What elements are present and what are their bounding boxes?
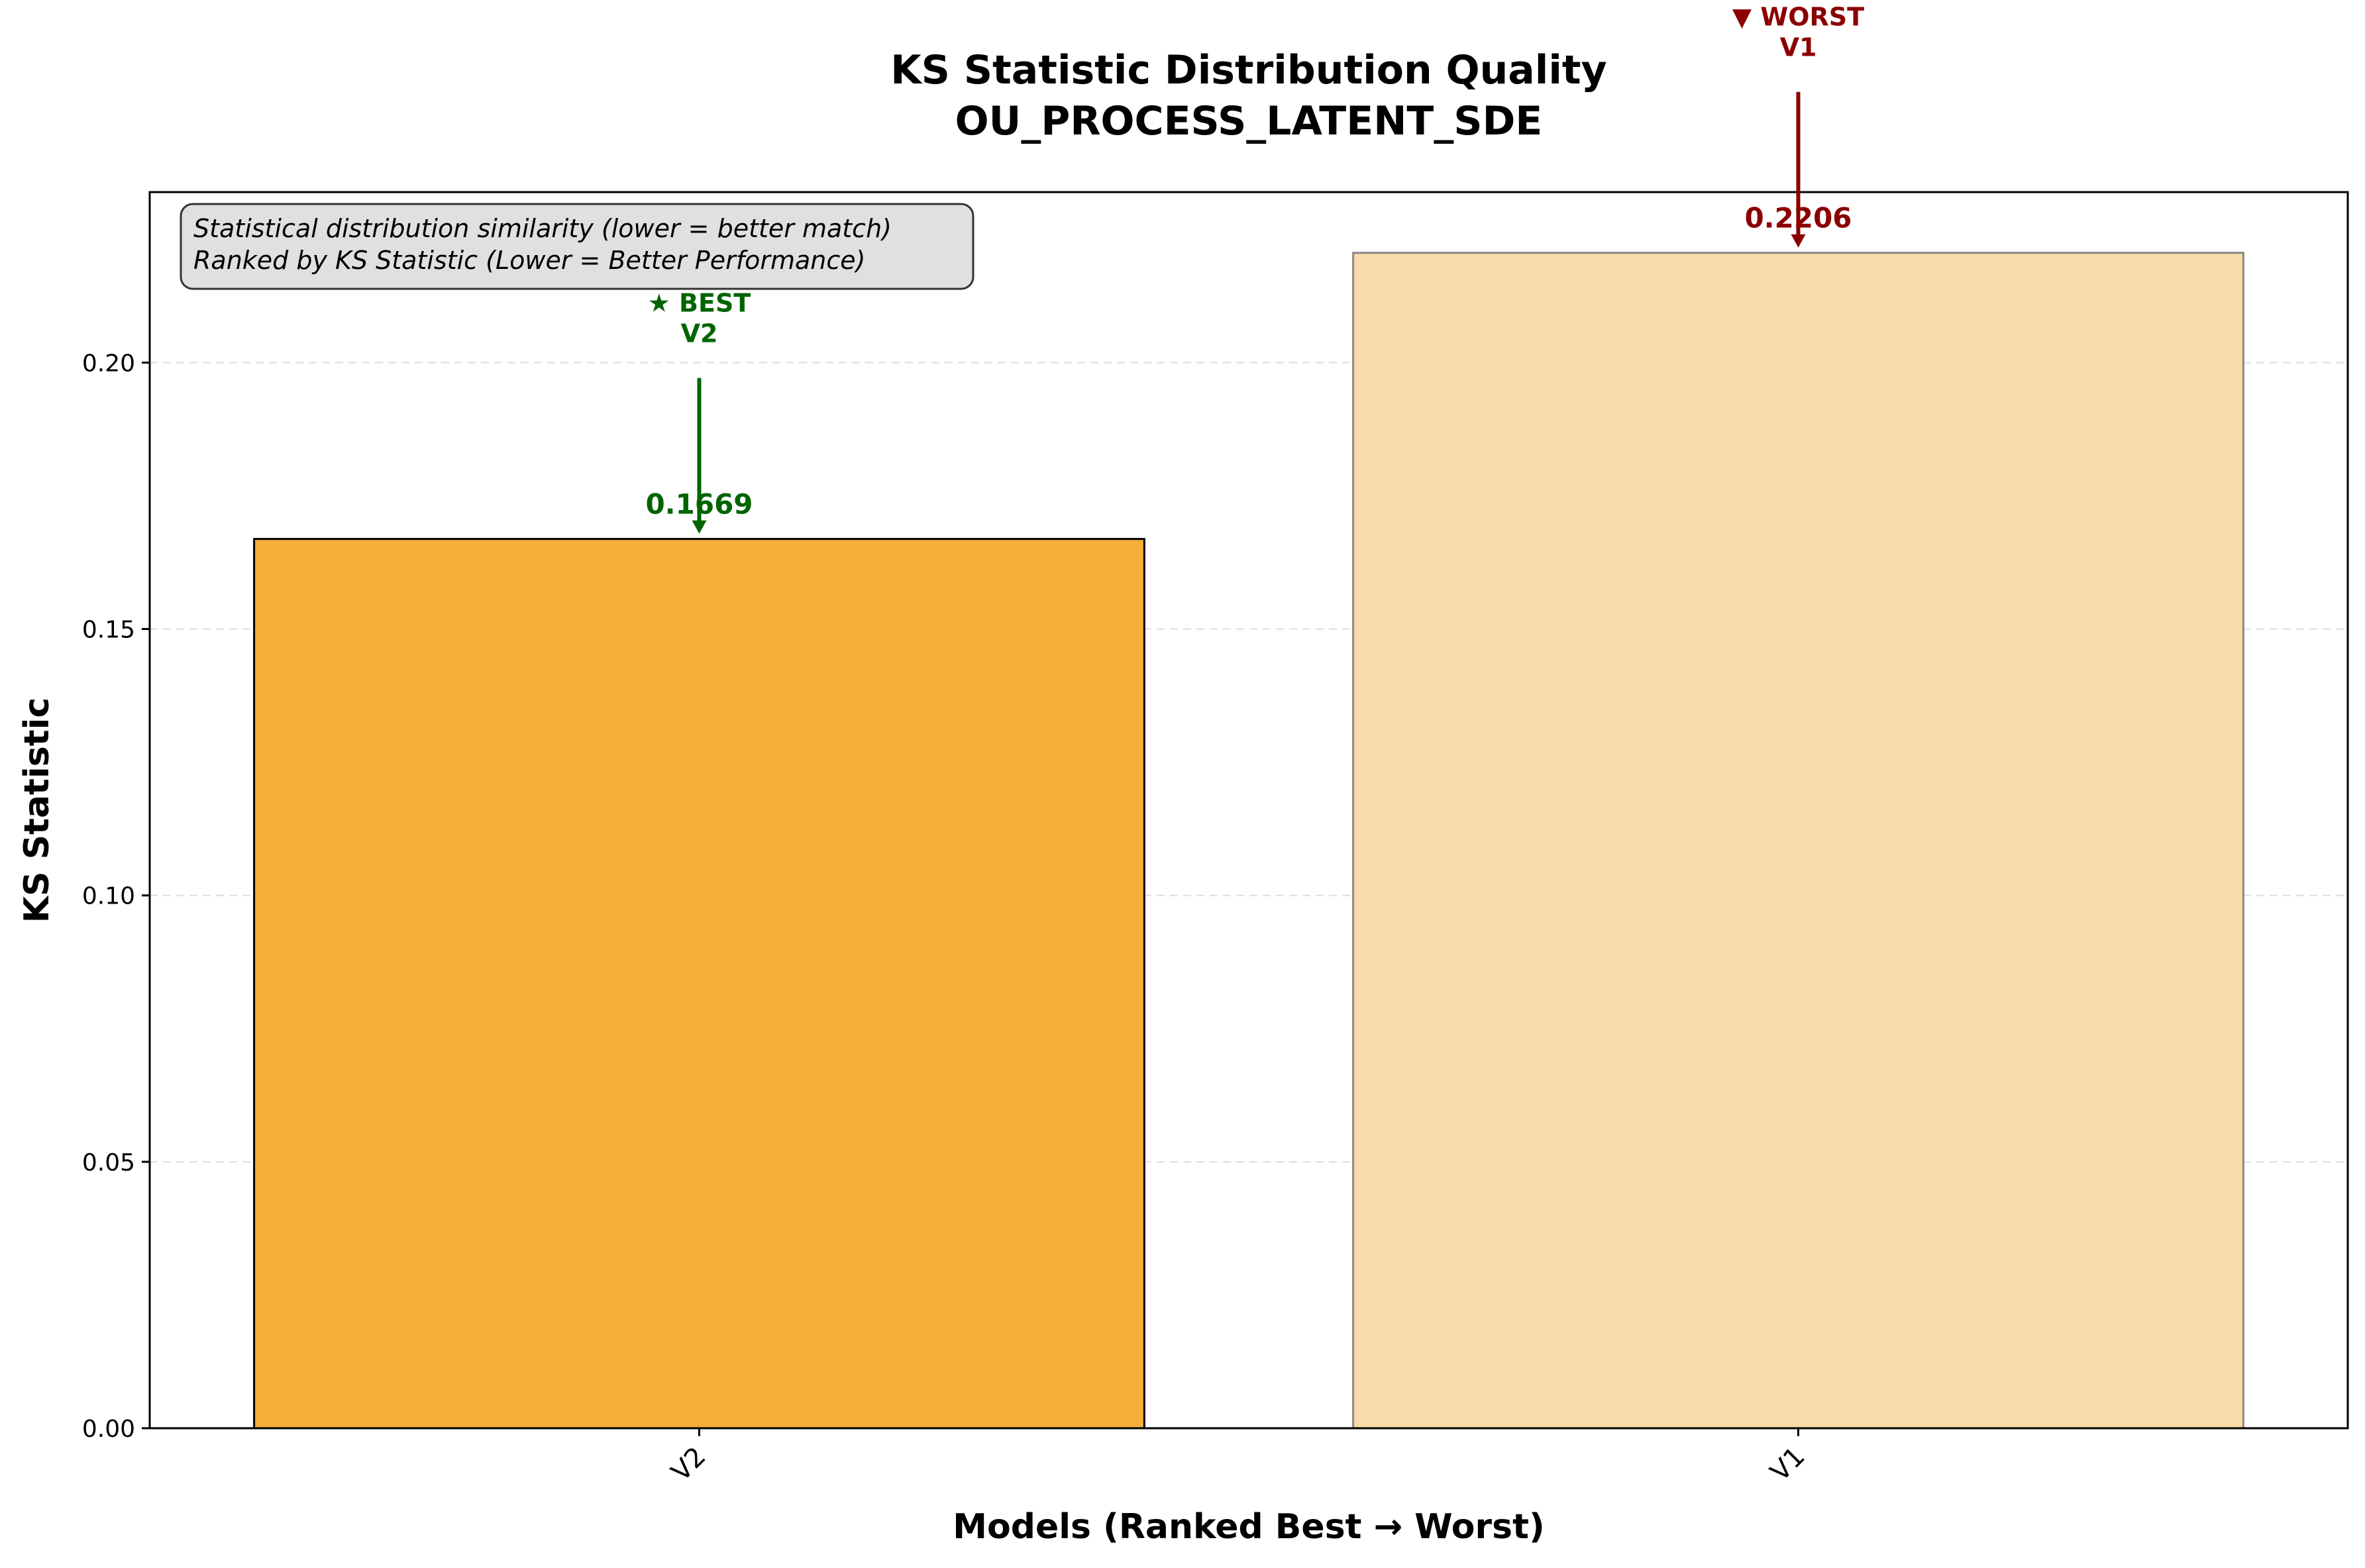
chart-subtitle: OU_PROCESS_LATENT_SDE	[955, 98, 1543, 144]
info-box-frame	[180, 203, 974, 290]
annotation-model: V2	[681, 319, 718, 348]
chart-title: KS Statistic Distribution Quality	[890, 47, 1606, 93]
annotation-label: ▼ WORST	[1732, 3, 1864, 32]
x-axis-ticks: V2 V1	[666, 1428, 1811, 1487]
bar-v1	[1352, 252, 2244, 1430]
annotation-label: ★ BEST	[648, 289, 751, 318]
x-axis-label: Models (Ranked Best → Worst)	[953, 1507, 1544, 1547]
bar-v2	[253, 538, 1145, 1430]
y-axis-ticks: 0.00 0.05 0.10 0.15 0.20	[82, 350, 150, 1443]
annotation-arrowhead	[692, 520, 707, 534]
y-axis-label: KS Statistic	[17, 698, 57, 923]
annotation-arrowhead	[1791, 234, 1806, 248]
y-tick-label: 0.20	[82, 350, 135, 377]
x-tick-label: V2	[666, 1441, 712, 1488]
info-line-2: Ranked by KS Statistic (Lower = Better P…	[193, 246, 865, 275]
plot-area-frame	[148, 191, 2349, 1430]
bars	[253, 252, 2244, 1430]
y-tick-label: 0.15	[82, 617, 135, 644]
x-tick-label: V1	[1765, 1441, 1811, 1488]
info-box: Statistical distribution similarity (low…	[180, 203, 974, 290]
y-tick-label: 0.00	[82, 1416, 135, 1443]
info-line-1: Statistical distribution similarity (low…	[193, 214, 892, 243]
annotation-model: V1	[1780, 33, 1817, 62]
y-tick-label: 0.10	[82, 883, 135, 910]
y-tick-label: 0.05	[82, 1149, 135, 1176]
